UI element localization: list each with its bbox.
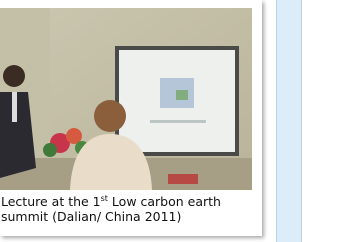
page: Lecture at the 1st Low carbon earth summ… xyxy=(0,0,355,242)
side-strip xyxy=(276,0,302,242)
photo xyxy=(0,8,252,190)
caption-superscript: st xyxy=(101,194,108,203)
caption: Lecture at the 1st Low carbon earth summ… xyxy=(1,194,259,224)
caption-text: Lecture at the 1 xyxy=(1,194,101,209)
photo-card: Lecture at the 1st Low carbon earth summ… xyxy=(0,0,262,236)
